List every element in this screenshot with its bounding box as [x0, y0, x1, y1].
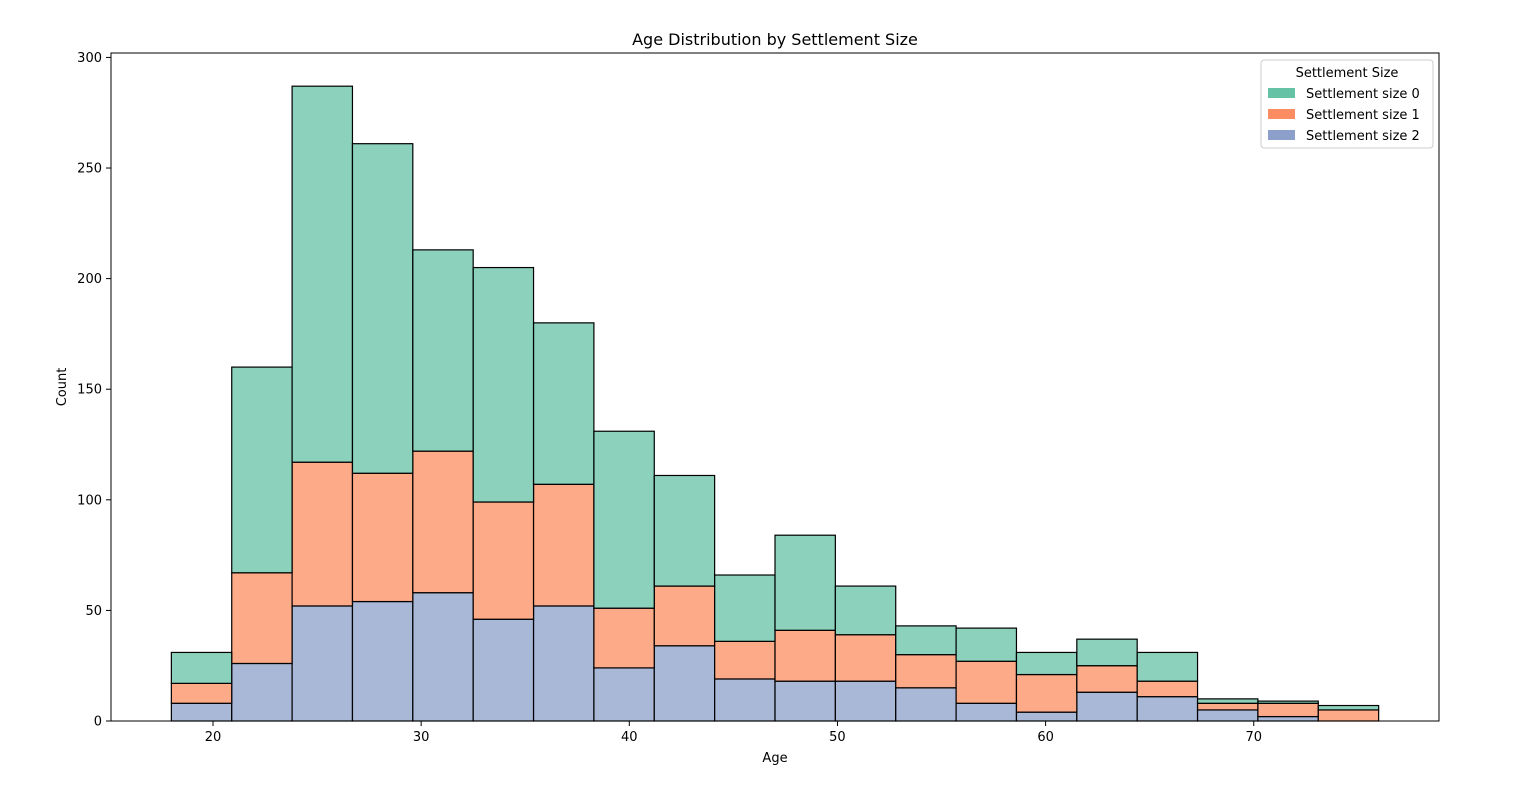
bar-settlement-size-1-bin-11	[834, 634, 897, 682]
bar-settlement-size-2-bin-12	[895, 687, 957, 722]
bar-settlement-size-0-bin-4	[412, 249, 474, 452]
bar-settlement-size-0-bin-12	[895, 625, 957, 656]
bar-settlement-size-1-bin-16	[1136, 680, 1199, 698]
x-axis: 20 30 40 50 60 70	[205, 721, 1262, 745]
legend-label-settlement-size-1: Settlement size 1	[1306, 108, 1420, 123]
bar-settlement-size-2-bin-1	[231, 662, 293, 722]
bar-settlement-size-0-bin-10	[774, 534, 836, 631]
bar-settlement-size-1-bin-9	[714, 640, 776, 680]
chart-title: Age Distribution by Settlement Size	[632, 30, 918, 49]
bar-settlement-size-2-bin-16	[1136, 696, 1199, 722]
bar-settlement-size-1-bin-10	[774, 629, 836, 682]
plot-frame	[110, 52, 1440, 722]
y-tick-label: 250	[77, 162, 102, 177]
bar-settlement-size-0-bin-16	[1136, 651, 1199, 682]
y-tick-label: 150	[77, 383, 102, 398]
bar-settlement-size-0-bin-8	[653, 474, 716, 587]
bars-layer	[170, 85, 1380, 722]
bar-settlement-size-0-bin-5	[472, 266, 535, 503]
legend-swatch-settlement-size-2	[1268, 130, 1295, 140]
bar-settlement-size-2-bin-10	[774, 680, 836, 722]
y-tick-label: 0	[94, 715, 102, 730]
x-tick-label: 50	[829, 730, 846, 745]
bar-settlement-size-2-bin-7	[593, 667, 655, 722]
bar-settlement-size-1-bin-19	[1317, 709, 1380, 722]
bar-settlement-size-2-bin-2	[291, 605, 354, 722]
bar-settlement-size-1-bin-4	[412, 450, 474, 594]
legend-title: Settlement Size	[1296, 66, 1399, 81]
bar-settlement-size-1-bin-6	[532, 483, 595, 607]
bar-settlement-size-0-bin-0	[170, 651, 233, 684]
bar-settlement-size-2-bin-17	[1196, 709, 1259, 722]
bar-settlement-size-2-bin-13	[955, 702, 1018, 722]
bar-settlement-size-0-bin-17	[1196, 698, 1259, 704]
bar-settlement-size-0-bin-18	[1257, 700, 1319, 704]
bar-settlement-size-0-bin-13	[955, 627, 1018, 662]
x-tick-label: 60	[1037, 730, 1054, 745]
bar-settlement-size-0-bin-7	[593, 430, 655, 609]
bar-settlement-size-2-bin-0	[170, 702, 233, 722]
bar-settlement-size-0-bin-1	[231, 366, 293, 574]
x-tick-label: 20	[205, 730, 222, 745]
bar-settlement-size-2-bin-15	[1076, 691, 1138, 722]
bar-settlement-size-2-bin-14	[1015, 711, 1078, 722]
bar-settlement-size-1-bin-18	[1257, 702, 1319, 718]
legend-box	[1260, 59, 1434, 149]
y-tick-label: 100	[77, 493, 102, 508]
bar-settlement-size-1-bin-15	[1076, 665, 1138, 693]
legend: Settlement Size Settlement size 0 Settlem…	[1260, 59, 1434, 149]
bar-settlement-size-0-bin-3	[351, 143, 414, 474]
bar-settlement-size-0-bin-11	[834, 585, 897, 636]
legend-label-settlement-size-0: Settlement size 0	[1306, 87, 1420, 102]
bar-settlement-size-2-bin-9	[714, 678, 776, 722]
bar-settlement-size-0-bin-9	[714, 574, 776, 642]
y-axis-label: Count	[55, 368, 70, 407]
x-axis-label: Age	[762, 751, 787, 766]
bar-settlement-size-0-bin-6	[532, 322, 595, 485]
y-tick-label: 200	[77, 272, 102, 287]
legend-swatch-settlement-size-1	[1268, 109, 1295, 119]
bar-settlement-size-2-bin-11	[834, 680, 897, 722]
bar-settlement-size-1-bin-1	[231, 572, 293, 665]
bar-settlement-size-0-bin-19	[1317, 704, 1380, 711]
bar-settlement-size-1-bin-7	[593, 607, 655, 669]
bar-settlement-size-1-bin-2	[291, 461, 354, 607]
bar-settlement-size-1-bin-12	[895, 654, 957, 689]
x-tick-label: 70	[1245, 730, 1262, 745]
bar-settlement-size-0-bin-14	[1015, 651, 1078, 676]
bar-settlement-size-1-bin-3	[351, 472, 414, 603]
bar-settlement-size-2-bin-18	[1257, 715, 1319, 722]
y-tick-label: 50	[85, 604, 102, 619]
bar-settlement-size-1-bin-0	[170, 682, 233, 704]
bar-settlement-size-2-bin-8	[653, 645, 716, 722]
bar-settlement-size-0-bin-15	[1076, 638, 1138, 667]
x-tick-label: 30	[413, 730, 430, 745]
bar-settlement-size-1-bin-14	[1015, 673, 1078, 713]
bar-settlement-size-1-bin-8	[653, 585, 716, 647]
bar-settlement-size-2-bin-5	[472, 618, 535, 722]
bar-settlement-size-1-bin-5	[472, 501, 535, 620]
x-tick-label: 40	[621, 730, 638, 745]
bar-settlement-size-0-bin-2	[291, 85, 354, 463]
y-axis: 0 50 100 150 200 250 300	[77, 51, 111, 730]
bar-settlement-size-2-bin-6	[532, 605, 595, 722]
bar-settlement-size-2-bin-3	[351, 600, 414, 722]
bar-settlement-size-1-bin-17	[1196, 702, 1259, 711]
legend-label-settlement-size-2: Settlement size 2	[1306, 129, 1420, 144]
legend-swatch-settlement-size-0	[1268, 88, 1295, 98]
y-tick-label: 300	[77, 51, 102, 66]
bar-settlement-size-2-bin-4	[412, 592, 474, 722]
bar-settlement-size-1-bin-13	[955, 660, 1018, 704]
